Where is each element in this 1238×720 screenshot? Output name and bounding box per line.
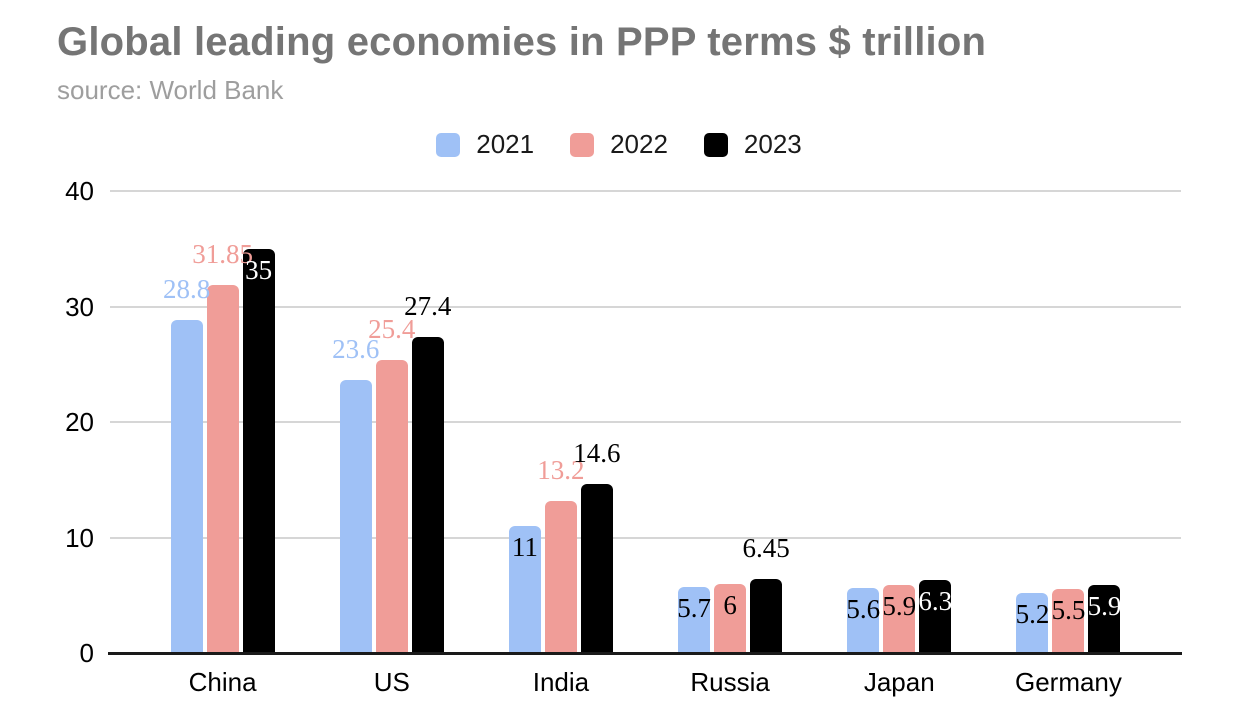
bar-value-label: 6 xyxy=(723,589,737,620)
bar-value-label: 6.3 xyxy=(918,586,953,617)
bar-value-label: 23.6 xyxy=(332,334,380,365)
bar-group-india: 11 13.2 14.6 India xyxy=(476,191,645,697)
bar-group-us: 23.6 25.4 27.4 US xyxy=(307,191,476,697)
bar-2022-us: 25.4 xyxy=(368,315,415,653)
plot-area: 28.8 31.85 35 China 23.6 25.4 27.4 US 11 13.2 14.6… xyxy=(65,178,1182,697)
bar-value-label: 5.6 xyxy=(846,594,881,625)
gridline-y40 xyxy=(110,190,1181,192)
bar-value-label: 5.9 xyxy=(882,590,917,621)
bar-2023-india: 14.6 xyxy=(573,440,621,653)
legend-swatch-icon xyxy=(570,132,595,157)
bar-value-label: 28.8 xyxy=(162,274,211,305)
legend-swatch-icon xyxy=(436,132,461,157)
bar-value-label: 5.2 xyxy=(1015,598,1050,629)
bar-value-label: 5.5 xyxy=(1051,595,1086,626)
legend-item-2023: 2023 xyxy=(703,129,802,160)
bar-2023-us: 27.4 xyxy=(404,292,451,653)
chart-title: Global leading economies in PPP terms $ … xyxy=(57,20,987,64)
bar-value-label: 31.85 xyxy=(192,239,253,270)
legend-swatch-icon xyxy=(703,132,728,157)
bar-value-label: 27.4 xyxy=(404,290,452,321)
legend-label: 2021 xyxy=(476,129,535,159)
y-axis-tick-label-30: 30 xyxy=(65,291,94,322)
x-axis-category-label-japan: Japan xyxy=(863,667,935,697)
bar-2021-india: 11 xyxy=(508,525,541,653)
bar-value-label: 6.45 xyxy=(742,532,790,563)
bar-2022-japan: 5.9 xyxy=(882,584,917,653)
bar-value-label: 14.6 xyxy=(573,438,621,469)
bar-group-china: 28.8 31.85 35 China xyxy=(138,191,307,697)
bar-2021-japan: 5.6 xyxy=(846,588,881,653)
bar-2023-japan: 6.3 xyxy=(918,580,953,653)
bar-group-germany: 5.2 5.5 5.9 Germany xyxy=(984,191,1153,697)
bar-2021-us: 23.6 xyxy=(332,336,379,653)
bar-value-label: 5.7 xyxy=(677,593,711,624)
gridline-y20 xyxy=(110,421,1181,423)
bar-groups: 28.8 31.85 35 China 23.6 25.4 27.4 US 11 13.2 14.6… xyxy=(110,191,1181,697)
bar-2022-russia: 6 xyxy=(714,583,747,653)
legend-item-2021: 2021 xyxy=(436,129,534,160)
y-axis-tick-label-0: 0 xyxy=(79,638,94,668)
y-axis-tick-label-40: 40 xyxy=(65,176,94,206)
x-axis-category-label-india: India xyxy=(532,667,590,697)
bar-value-label: 11 xyxy=(511,531,538,562)
x-axis-category-label-china: China xyxy=(188,667,257,697)
x-axis-category-label-us: US xyxy=(373,667,410,697)
bar-value-label: 5.9 xyxy=(1087,590,1122,621)
bar-2023-china: 35 xyxy=(242,248,275,653)
bar-group-japan: 5.6 5.9 6.3 Japan xyxy=(815,191,984,697)
x-axis-category-label-germany: Germany xyxy=(1014,667,1122,697)
bar-value-label: 35 xyxy=(245,254,273,285)
bar-2022-india: 13.2 xyxy=(537,456,585,653)
bar-2023-russia: 6.45 xyxy=(742,534,790,653)
bar-value-label: 25.4 xyxy=(368,313,416,344)
bar-2023-germany: 5.9 xyxy=(1087,584,1122,653)
bar-2022-china: 31.85 xyxy=(192,241,253,653)
y-axis-tick-label-10: 10 xyxy=(65,522,94,553)
y-axis-tick-label-20: 20 xyxy=(65,407,94,437)
x-axis-category-label-russia: Russia xyxy=(690,667,770,697)
bar-2021-germany: 5.2 xyxy=(1015,592,1050,653)
bar-value-label: 13.2 xyxy=(537,454,585,485)
gridline-y10 xyxy=(110,536,1181,539)
legend-item-2022: 2022 xyxy=(570,129,668,160)
bar-2021-russia: 5.7 xyxy=(677,587,711,653)
bar-2021-china: 28.8 xyxy=(163,276,210,653)
x-axis-line xyxy=(108,651,1182,655)
bar-2022-germany: 5.5 xyxy=(1051,589,1086,653)
chart-source: source: World Bank xyxy=(57,75,284,105)
bar-group-russia: 5.7 6 6.45 Russia xyxy=(646,191,815,697)
legend-label: 2023 xyxy=(743,129,802,159)
gridline-y30 xyxy=(110,305,1181,308)
legend-label: 2022 xyxy=(610,129,668,159)
legend: 2021 2022 2023 xyxy=(0,129,1238,160)
